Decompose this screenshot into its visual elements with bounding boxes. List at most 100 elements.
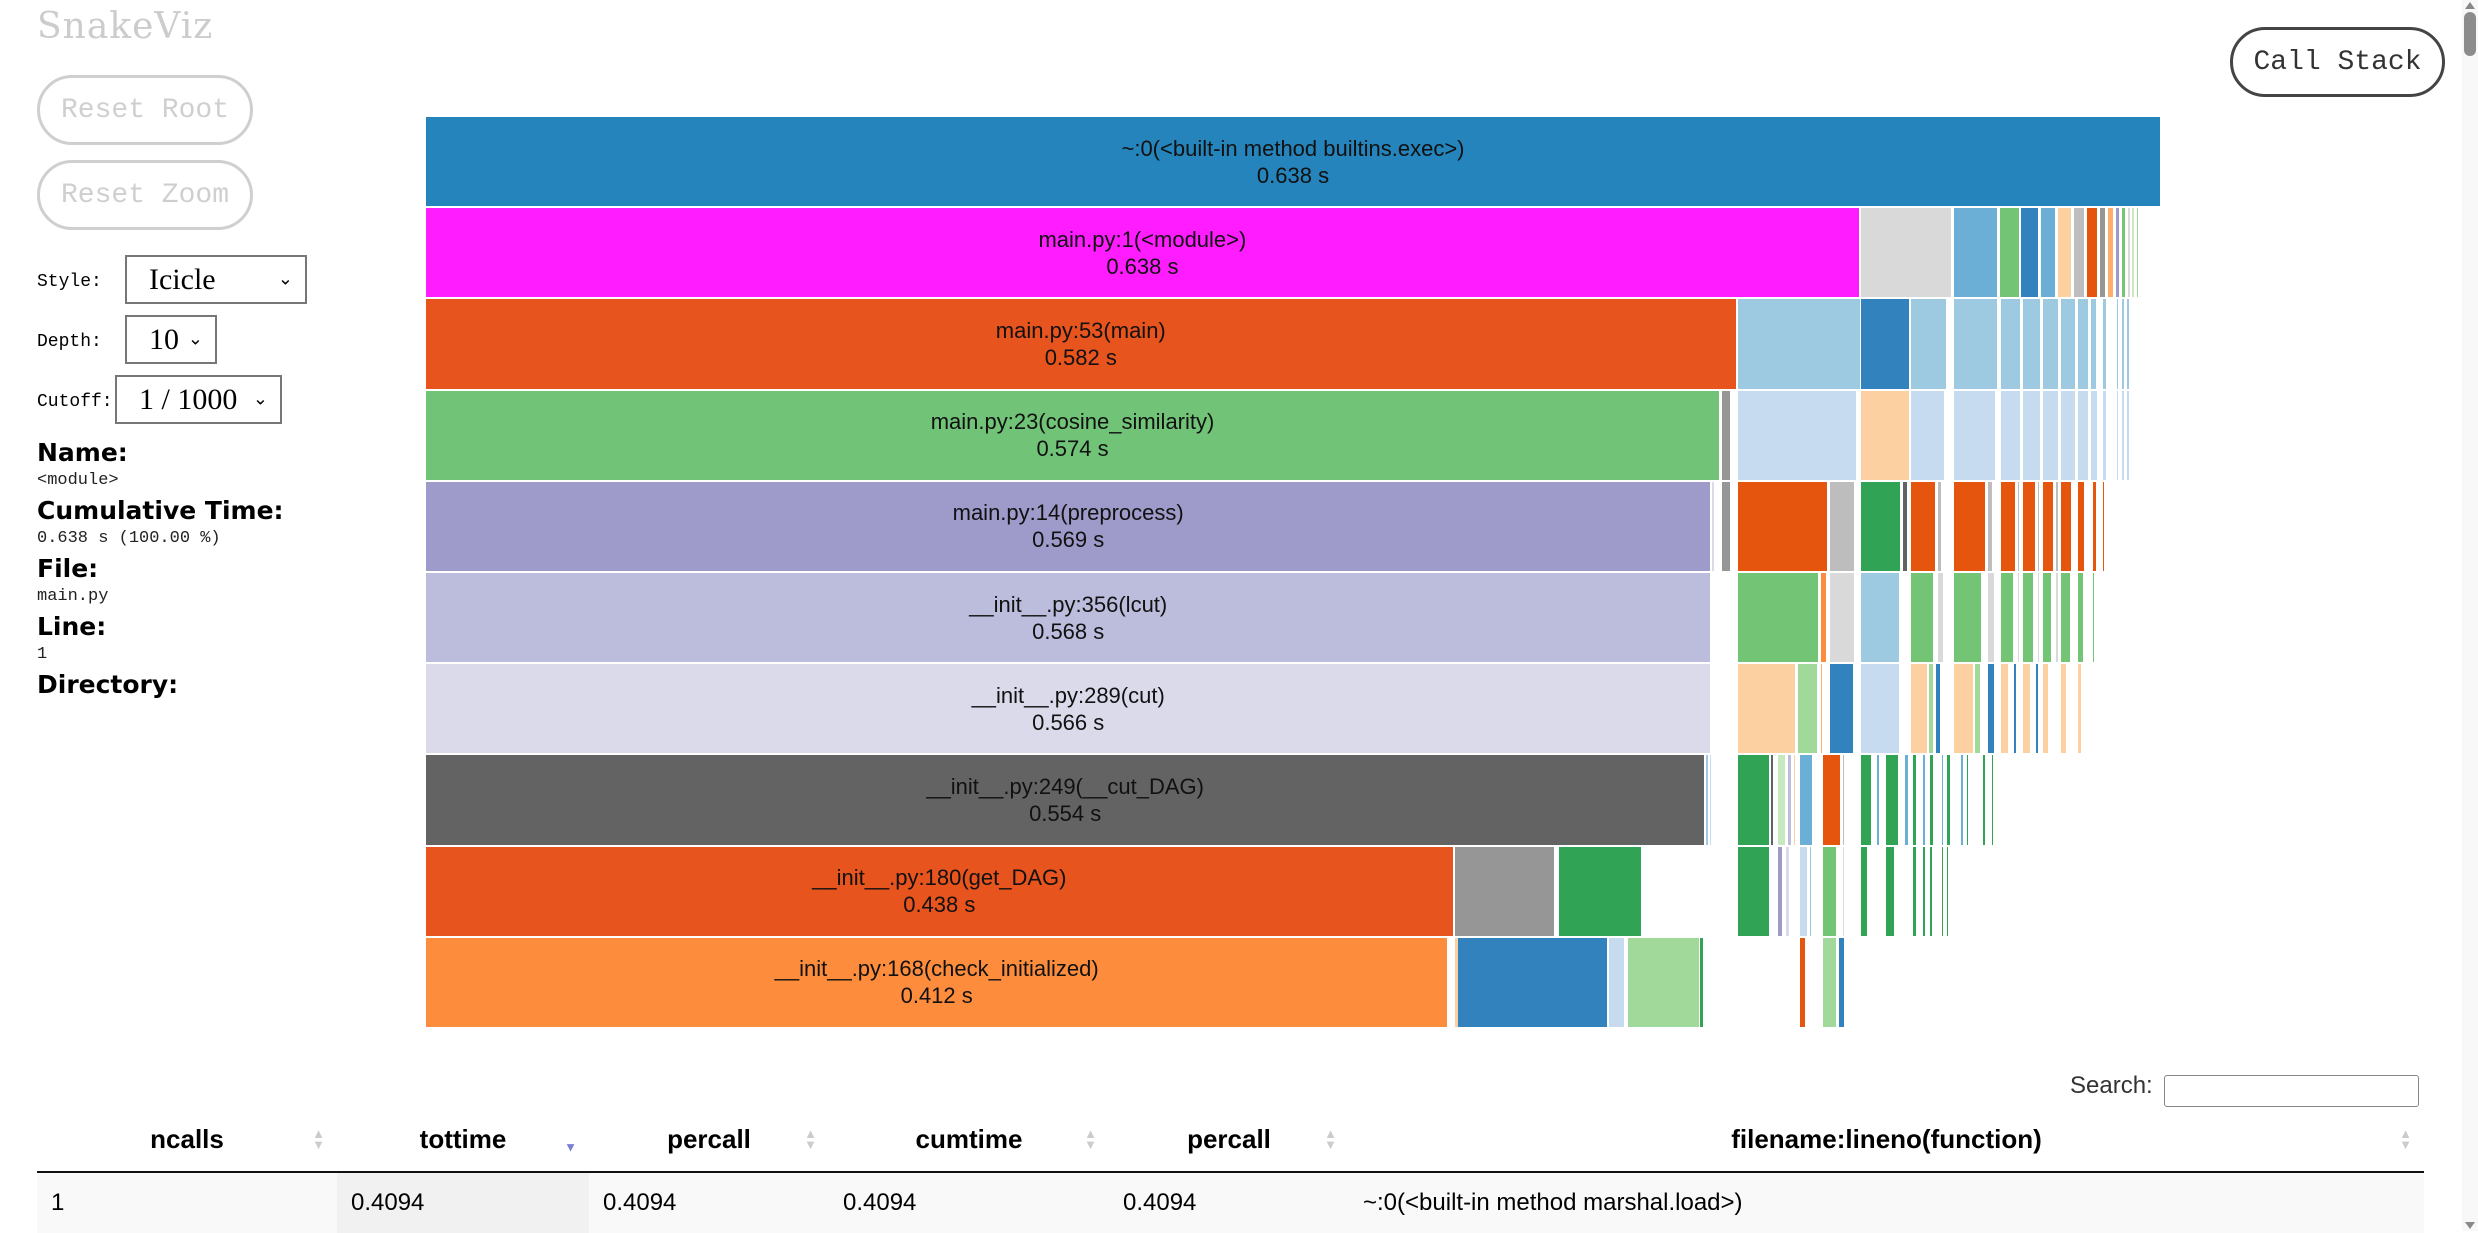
icicle-node[interactable] [2127,299,2131,391]
icicle-node[interactable] [2043,390,2061,482]
vertical-scrollbar[interactable] [2462,0,2478,1231]
icicle-node[interactable]: __init__.py:168(check_initialized) 0.412 … [426,937,1450,1029]
icicle-node[interactable] [1700,937,1706,1029]
icicle-node[interactable] [1822,846,1839,938]
cutoff-select[interactable]: 1 / 1000 ⌄ [115,375,282,424]
icicle-node[interactable] [1458,937,1610,1029]
icicle-node[interactable]: __init__.py:249(__cut_DAG) 0.554 s [426,755,1707,847]
icicle-node[interactable] [2141,208,2144,300]
icicle-node[interactable]: __init__.py:289(cut) 0.566 s [426,664,1713,756]
icicle-node[interactable] [2132,208,2136,300]
icicle-node[interactable] [1936,573,1939,665]
icicle-node[interactable] [2077,481,2087,573]
icicle-node[interactable] [1842,846,1847,938]
column-header-filename-lineno-function-[interactable]: filename:lineno(function) ▲ ▼ [1349,1107,2424,1173]
icicle-node[interactable] [1793,755,1798,847]
icicle-node[interactable] [1860,299,1912,391]
icicle-node[interactable] [1813,846,1816,938]
icicle-node[interactable] [1991,755,1996,847]
icicle-node[interactable] [2092,481,2098,573]
icicle-node[interactable] [2108,208,2116,300]
icicle-node[interactable] [1961,846,1964,938]
icicle-node[interactable]: __init__.py:356(lcut) 0.568 s [426,573,1713,665]
icicle-node[interactable] [2122,664,2125,756]
icicle-node[interactable] [1793,846,1796,938]
icicle-node[interactable] [2148,208,2151,300]
icicle-node[interactable] [2092,664,2095,756]
icicle-node[interactable] [1870,846,1873,938]
icicle-node[interactable] [1923,755,1927,847]
icicle-node[interactable] [2001,390,2023,482]
icicle-node[interactable] [1820,664,1825,756]
icicle-chart[interactable]: ~:0(<built-in method builtins.exec>) 0.63… [426,117,2162,1029]
icicle-node[interactable] [1938,481,1944,573]
icicle-node[interactable] [1865,937,1868,1029]
icicle-node[interactable] [1987,573,1997,665]
icicle-node[interactable] [2001,299,2023,391]
icicle-node[interactable] [2115,208,2122,300]
icicle-node[interactable] [1839,846,1842,938]
icicle-node[interactable] [1911,573,1936,665]
icicle-node[interactable] [1911,390,1946,482]
icicle-node[interactable] [1977,755,1980,847]
icicle-node[interactable] [1999,208,2021,300]
icicle-node[interactable] [2077,664,2083,756]
icicle-node[interactable] [2001,573,2016,665]
style-select[interactable]: Icicle ⌄ [125,255,307,304]
icicle-node[interactable] [2122,299,2126,391]
icicle-node[interactable] [2128,208,2132,300]
icicle-node[interactable] [1912,846,1919,938]
icicle-node[interactable] [2127,481,2130,573]
column-header-percall[interactable]: percall ▲ ▼ [1109,1107,1349,1173]
table-row[interactable]: 1 0.4094 0.4094 0.4094 0.4094 ~:0(<built-in m… [37,1172,2424,1233]
icicle-node[interactable] [1983,755,1987,847]
icicle-node[interactable] [2127,664,2130,756]
icicle-node[interactable] [2087,208,2100,300]
icicle-node[interactable] [2116,481,2119,573]
column-header-ncalls[interactable]: ncalls ▲ ▼ [37,1107,337,1173]
icicle-node[interactable] [2023,299,2043,391]
icicle-node[interactable] [1953,299,1999,391]
icicle-node[interactable] [1860,573,1901,665]
icicle-node[interactable] [1738,846,1772,938]
icicle-node[interactable] [2001,481,2018,573]
icicle-node[interactable] [1809,846,1814,938]
icicle-node[interactable] [2001,664,2011,756]
depth-select[interactable]: 10 ⌄ [125,315,217,364]
icicle-node[interactable] [1941,755,1945,847]
icicle-node[interactable] [1778,755,1788,847]
icicle-node[interactable] [2014,664,2018,756]
icicle-node[interactable] [1953,481,1987,573]
icicle-node[interactable] [2074,481,2077,573]
call-stack-button[interactable]: Call Stack [2230,27,2445,97]
icicle-node[interactable] [2017,481,2022,573]
icicle-node[interactable] [2102,573,2105,665]
icicle-node[interactable] [1800,846,1809,938]
icicle-node[interactable] [1936,664,1942,756]
icicle-node[interactable] [1800,755,1814,847]
icicle-node[interactable] [1938,573,1945,665]
icicle-node[interactable] [1721,481,1733,573]
icicle-node[interactable] [2116,390,2121,482]
icicle-node[interactable] [2090,390,2100,482]
sort-both-icon[interactable]: ▲ ▼ [1324,1126,1337,1152]
icicle-node[interactable] [2037,573,2042,665]
icicle-node[interactable] [1898,846,1901,938]
icicle-node[interactable] [2069,664,2072,756]
icicle-node[interactable] [1953,390,1998,482]
icicle-node[interactable] [2056,573,2060,665]
icicle-node[interactable] [1930,846,1934,938]
icicle-node[interactable]: __init__.py:180(get_DAG) 0.438 s [426,846,1455,938]
icicle-node[interactable]: main.py:1(<module>) 0.638 s [426,208,1861,300]
icicle-node[interactable] [2010,664,2013,756]
icicle-node[interactable] [1820,573,1828,665]
icicle-node[interactable] [2102,664,2105,756]
icicle-node[interactable] [2054,664,2057,756]
icicle-node[interactable] [2061,664,2069,756]
icicle-node[interactable] [1793,937,1796,1029]
icicle-node[interactable] [2132,573,2135,665]
icicle-node[interactable] [1860,390,1912,482]
icicle-node[interactable] [1911,664,1929,756]
icicle-node[interactable] [1771,755,1775,847]
icicle-node[interactable] [2132,299,2135,391]
